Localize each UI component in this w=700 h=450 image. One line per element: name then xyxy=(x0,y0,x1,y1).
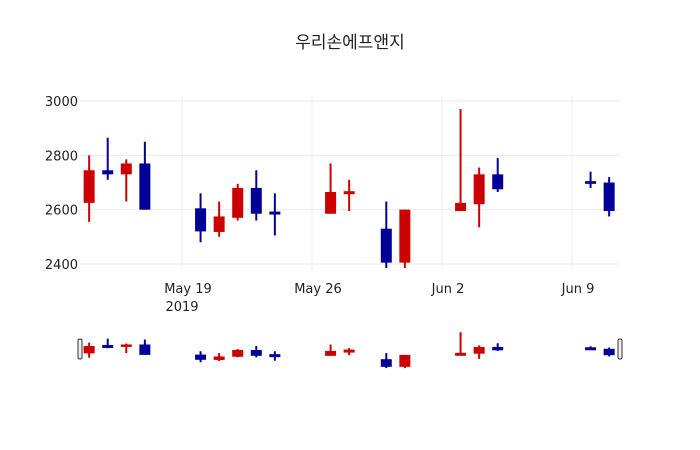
x-tick-label: Jun 2 xyxy=(431,282,465,297)
candle[interactable] xyxy=(195,193,207,243)
x-tick-label: May 19 xyxy=(164,282,212,297)
candle[interactable] xyxy=(603,347,615,357)
candle[interactable] xyxy=(83,342,95,358)
candle[interactable] xyxy=(380,353,392,369)
y-tick-label: 2800 xyxy=(45,149,78,164)
candle[interactable] xyxy=(102,137,114,180)
candle[interactable] xyxy=(492,343,504,351)
candle[interactable] xyxy=(343,179,355,212)
candle[interactable] xyxy=(380,201,392,269)
candle[interactable] xyxy=(213,201,225,237)
candles-main xyxy=(83,109,615,269)
candle[interactable] xyxy=(83,155,95,222)
candle[interactable] xyxy=(139,339,151,355)
candle[interactable] xyxy=(213,353,225,362)
x-tick-year-label: 2019 xyxy=(165,300,198,315)
candle[interactable] xyxy=(399,209,411,269)
candle[interactable] xyxy=(492,158,504,193)
candle[interactable] xyxy=(250,170,262,221)
y-tick-label: 3000 xyxy=(45,95,78,110)
range-slider-right-handle[interactable] xyxy=(617,338,623,360)
candle[interactable] xyxy=(250,346,262,358)
candle[interactable] xyxy=(399,354,411,369)
candle[interactable] xyxy=(455,109,467,212)
candle[interactable] xyxy=(325,344,337,356)
candle[interactable] xyxy=(343,348,355,356)
candle[interactable] xyxy=(102,338,114,349)
chart-title: 우리손에프앤지 xyxy=(295,33,405,53)
candle[interactable] xyxy=(455,332,467,356)
candle[interactable] xyxy=(195,351,207,363)
candle[interactable] xyxy=(232,183,244,221)
candle[interactable] xyxy=(585,171,597,188)
candle[interactable] xyxy=(473,167,485,228)
y-tick-label: 2600 xyxy=(45,204,78,219)
candle[interactable] xyxy=(603,177,615,217)
x-axis: May 19 2019 May 26 Jun 2 Jun 9 xyxy=(164,282,594,315)
candle[interactable] xyxy=(139,141,151,210)
candle[interactable] xyxy=(325,163,337,214)
candle[interactable] xyxy=(269,351,281,361)
y-tick-label: 2400 xyxy=(45,258,78,273)
candle[interactable] xyxy=(120,159,132,202)
range-slider-left-handle[interactable] xyxy=(77,338,83,360)
candle[interactable] xyxy=(269,193,281,236)
x-tick-label: May 26 xyxy=(294,282,342,297)
candle[interactable] xyxy=(232,349,244,358)
candle[interactable] xyxy=(585,346,597,351)
candle[interactable] xyxy=(473,345,485,359)
range-slider[interactable] xyxy=(77,332,623,369)
y-axis: 2400 2600 2800 3000 xyxy=(45,95,78,273)
x-tick-label: Jun 9 xyxy=(561,282,595,297)
candle[interactable] xyxy=(120,343,132,354)
